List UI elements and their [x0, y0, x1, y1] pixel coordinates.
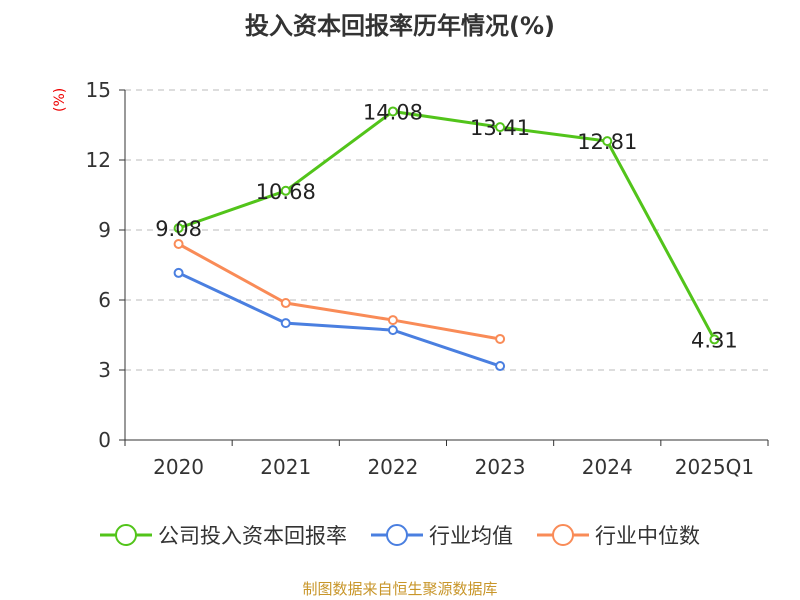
data-label: 14.08 [363, 100, 423, 124]
data-point [495, 361, 506, 372]
legend-marker-icon [537, 524, 589, 546]
data-label: 13.41 [470, 116, 530, 140]
data-label: 12.81 [577, 130, 637, 154]
data-point [387, 315, 398, 326]
data-point [387, 325, 398, 336]
legend-marker-icon [100, 524, 152, 546]
x-tick-label: 2024 [582, 455, 633, 479]
data-point [173, 267, 184, 278]
series-line-0 [178, 109, 716, 341]
data-point [173, 239, 184, 249]
source-note: 制图数据来自恒生聚源数据库 [302, 580, 498, 598]
y-tick-label: 6 [98, 288, 111, 312]
data-point [602, 136, 613, 147]
y-tick-label: 9 [98, 218, 111, 242]
data-point [495, 122, 506, 133]
x-tick-label: 2020 [153, 455, 204, 479]
x-tick-label: 2025Q1 [675, 455, 754, 479]
legend-item[interactable]: 公司投入资本回报率 [100, 520, 347, 550]
data-point [709, 334, 720, 345]
data-point [495, 333, 506, 344]
y-tick-label: 0 [98, 428, 111, 452]
legend-marker-icon [371, 524, 423, 546]
data-point [387, 106, 398, 117]
y-tick-label: 12 [86, 148, 111, 172]
y-tick-label: 15 [86, 78, 111, 102]
data-point [173, 223, 184, 234]
data-label: 9.08 [155, 217, 202, 241]
data-point [280, 318, 291, 329]
series-line-2 [177, 242, 501, 341]
x-tick-label: 2023 [475, 455, 526, 479]
chart-title: 投入资本回报率历年情况(%) [245, 12, 555, 40]
data-point [280, 298, 291, 309]
series-line-1 [177, 271, 501, 368]
legend-item[interactable]: 行业中位数 [537, 520, 700, 550]
legend: 公司投入资本回报率 行业均值 行业中位数 [0, 520, 800, 550]
data-point [280, 185, 291, 196]
x-tick-label: 2021 [260, 455, 311, 479]
x-tick-label: 2022 [367, 455, 418, 479]
legend-item[interactable]: 行业均值 [371, 520, 513, 550]
legend-label: 行业中位数 [595, 524, 700, 548]
y-tick-label: 3 [98, 358, 111, 382]
data-label: 10.68 [256, 180, 316, 204]
legend-label: 行业均值 [429, 524, 513, 548]
legend-label: 公司投入资本回报率 [158, 524, 347, 548]
data-label: 4.31 [691, 328, 738, 352]
